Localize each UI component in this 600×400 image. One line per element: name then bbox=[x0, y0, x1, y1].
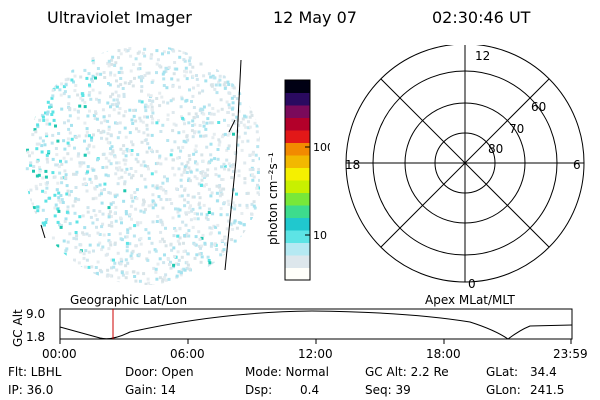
terminator-line bbox=[224, 59, 242, 271]
colorbar-band bbox=[285, 180, 310, 193]
colorbar-frame bbox=[284, 79, 311, 281]
mlt-label-6: 6 bbox=[573, 158, 581, 172]
colorbar-tick-label: 10 bbox=[313, 229, 327, 242]
x-tick-label: 23:59 bbox=[553, 347, 588, 361]
glat-label: GLat: bbox=[486, 365, 519, 379]
colorbar-band bbox=[285, 155, 310, 168]
lat-label-60: 60 bbox=[531, 100, 546, 114]
dsp-label: Dsp: bbox=[245, 383, 273, 397]
polar-plot: 12 0 18 6 60 70 80 bbox=[345, 45, 585, 291]
altitude-ytick-top: 9.0 bbox=[26, 307, 45, 321]
date-label: 12 May 07 bbox=[273, 8, 357, 27]
colorbar-band bbox=[285, 217, 310, 231]
altitude-frame bbox=[59, 308, 573, 340]
colorbar-band bbox=[285, 267, 310, 281]
colorbar-band bbox=[285, 142, 310, 156]
diag-2 bbox=[380, 78, 550, 248]
glon-value: 241.5 bbox=[530, 383, 565, 397]
gain-status: Gain: 14 bbox=[125, 383, 176, 397]
gc-alt-status: GC Alt: 2.2 Re bbox=[365, 365, 449, 379]
colorbar-gradient bbox=[285, 80, 310, 281]
apex-mlat-mlt-title: Apex MLat/MLT bbox=[425, 293, 515, 307]
altitude-ytick-bottom: 1.8 bbox=[26, 330, 45, 344]
colorbar-band bbox=[285, 192, 310, 206]
colorbar-band bbox=[285, 80, 310, 93]
mlt-label-12: 12 bbox=[475, 49, 490, 63]
colorbar: 100 10 photon cm⁻²s⁻¹ bbox=[266, 79, 330, 281]
filter-status: Flt: LBHL bbox=[8, 365, 62, 379]
seq-status: Seq: 39 bbox=[365, 383, 411, 397]
x-tick-label: 00:00 bbox=[42, 347, 77, 361]
uv-image bbox=[25, 45, 260, 285]
altitude-curve bbox=[59, 310, 573, 340]
colorbar-band bbox=[285, 205, 310, 218]
x-tick-label: 18:00 bbox=[426, 347, 461, 361]
door-status: Door: Open bbox=[125, 365, 194, 379]
colorbar-band bbox=[285, 167, 310, 181]
colorbar-band bbox=[285, 242, 310, 256]
instrument-title: Ultraviolet Imager bbox=[47, 8, 192, 27]
uv-emission-pixels bbox=[25, 45, 260, 285]
colorbar-band bbox=[285, 92, 310, 106]
colorbar-band bbox=[285, 230, 310, 243]
x-tick-label: 12:00 bbox=[298, 347, 333, 361]
lat-label-80: 80 bbox=[488, 142, 503, 156]
mode-status: Mode: Normal bbox=[245, 365, 329, 379]
geo-lat-lon-title: Geographic Lat/Lon bbox=[70, 293, 188, 307]
ip-status: IP: 36.0 bbox=[8, 383, 54, 397]
colorbar-band bbox=[285, 130, 310, 143]
x-tick-label: 06:00 bbox=[170, 347, 205, 361]
altitude-plot: GC Alt 9.0 1.8 00:00 06:00 12:00 18:00 2… bbox=[11, 307, 588, 361]
glat-value: 34.4 bbox=[530, 365, 557, 379]
mlt-label-18: 18 bbox=[345, 158, 360, 172]
time-label: 02:30:46 UT bbox=[432, 8, 531, 27]
colorbar-band bbox=[285, 105, 310, 118]
colorbar-unit-label: photon cm⁻²s⁻¹ bbox=[266, 152, 280, 245]
altitude-ylabel: GC Alt bbox=[11, 309, 25, 347]
colorbar-tick-label: 100 bbox=[313, 141, 330, 154]
mlt-label-0: 0 bbox=[468, 277, 476, 291]
colorbar-band bbox=[285, 255, 310, 268]
glon-label: GLon: bbox=[486, 383, 521, 397]
dsp-value: 0.4 bbox=[300, 383, 320, 397]
lat-label-70: 70 bbox=[509, 122, 524, 136]
limb-fragment bbox=[40, 224, 46, 239]
terminator-fragment bbox=[228, 119, 236, 133]
colorbar-band bbox=[285, 117, 310, 131]
